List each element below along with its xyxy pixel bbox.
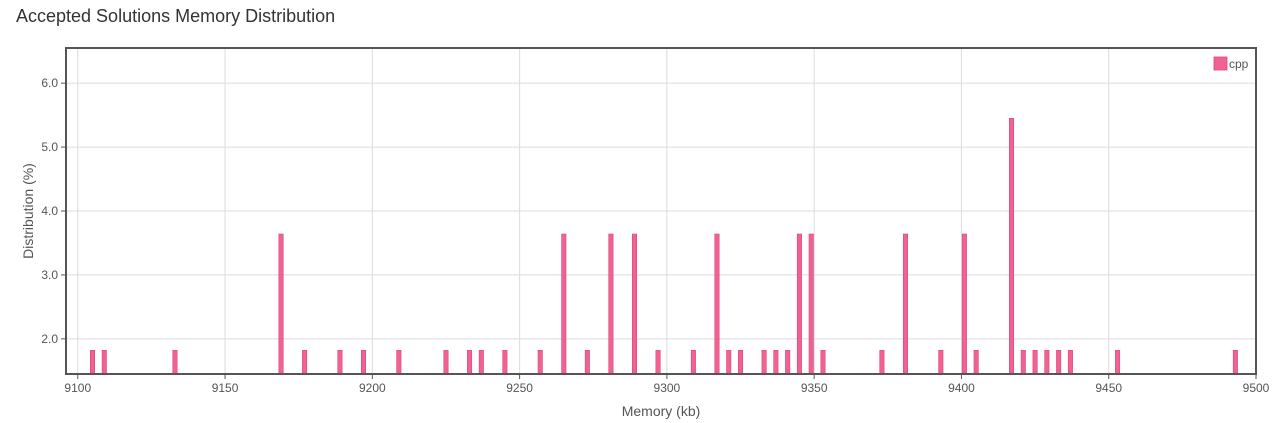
x-tick-label: 9400 [948, 381, 975, 395]
chart-title: Accepted Solutions Memory Distribution [16, 6, 336, 26]
x-tick-label: 9450 [1095, 381, 1122, 395]
x-axis-ticks: 9100 9150 9200 9250 9300 9350 9400 9450 9500 [64, 374, 1270, 395]
bar-9373[interactable] [879, 350, 885, 375]
bar-9297[interactable] [655, 350, 661, 375]
bar-9257[interactable] [537, 350, 543, 375]
bar-9333[interactable] [761, 350, 767, 375]
bar-9429[interactable] [1044, 350, 1050, 375]
bar-9105[interactable] [90, 350, 96, 375]
bar-9169[interactable] [278, 233, 284, 375]
bar-9265[interactable] [561, 233, 567, 375]
x-tick-label: 9100 [64, 381, 91, 395]
bar-9209[interactable] [396, 350, 402, 375]
bars [90, 118, 1238, 375]
x-tick-label: 9200 [359, 381, 386, 395]
x-axis-label: Memory (kb) [622, 403, 701, 419]
bar-9189[interactable] [337, 350, 343, 375]
bar-9309[interactable] [690, 350, 696, 375]
bar-9437[interactable] [1067, 350, 1073, 375]
bar-9273[interactable] [584, 350, 590, 375]
bar-9453[interactable] [1115, 350, 1121, 375]
bar-9425[interactable] [1032, 350, 1038, 375]
bar-9493[interactable] [1232, 350, 1238, 375]
bar-9109[interactable] [101, 350, 107, 375]
bar-9321[interactable] [726, 350, 732, 375]
legend-label-cpp[interactable]: cpp [1229, 57, 1249, 71]
y-tick-label: 2.0 [41, 332, 58, 346]
bar-9349[interactable] [808, 233, 814, 375]
bar-9337[interactable] [773, 350, 779, 375]
y-tick-label: 6.0 [41, 76, 58, 90]
bar-9245[interactable] [502, 350, 508, 375]
y-axis-label: Distribution (%) [20, 163, 36, 259]
x-tick-label: 9300 [654, 381, 681, 395]
bar-9237[interactable] [478, 350, 484, 375]
legend[interactable]: cpp [1213, 56, 1249, 71]
bar-9133[interactable] [172, 350, 178, 375]
legend-swatch-cpp[interactable] [1213, 56, 1228, 71]
bar-9325[interactable] [738, 350, 744, 375]
y-tick-label: 3.0 [41, 268, 58, 282]
x-tick-label: 9350 [801, 381, 828, 395]
x-tick-label: 9500 [1243, 381, 1270, 395]
bar-9405[interactable] [973, 350, 979, 375]
bar-9233[interactable] [467, 350, 473, 375]
bar-9225[interactable] [443, 350, 449, 375]
bar-9177[interactable] [302, 350, 308, 375]
bar-9381[interactable] [902, 233, 908, 375]
bar-9197[interactable] [360, 350, 366, 375]
y-axis-ticks: 2.0 3.0 4.0 5.0 6.0 [41, 76, 66, 346]
bar-9341[interactable] [785, 350, 791, 375]
bar-9433[interactable] [1056, 350, 1062, 375]
grid [66, 48, 1257, 374]
y-tick-label: 4.0 [41, 204, 58, 218]
bar-9401[interactable] [961, 233, 967, 375]
y-tick-label: 5.0 [41, 140, 58, 154]
x-tick-label: 9250 [506, 381, 533, 395]
bar-9421[interactable] [1020, 350, 1026, 375]
bar-9281[interactable] [608, 233, 614, 375]
bar-9317[interactable] [714, 233, 720, 375]
bar-9345[interactable] [796, 233, 802, 375]
x-tick-label: 9150 [212, 381, 239, 395]
bar-9417[interactable] [1009, 118, 1015, 375]
bar-9289[interactable] [631, 233, 637, 375]
bar-9353[interactable] [820, 350, 826, 375]
bar-9393[interactable] [938, 350, 944, 375]
